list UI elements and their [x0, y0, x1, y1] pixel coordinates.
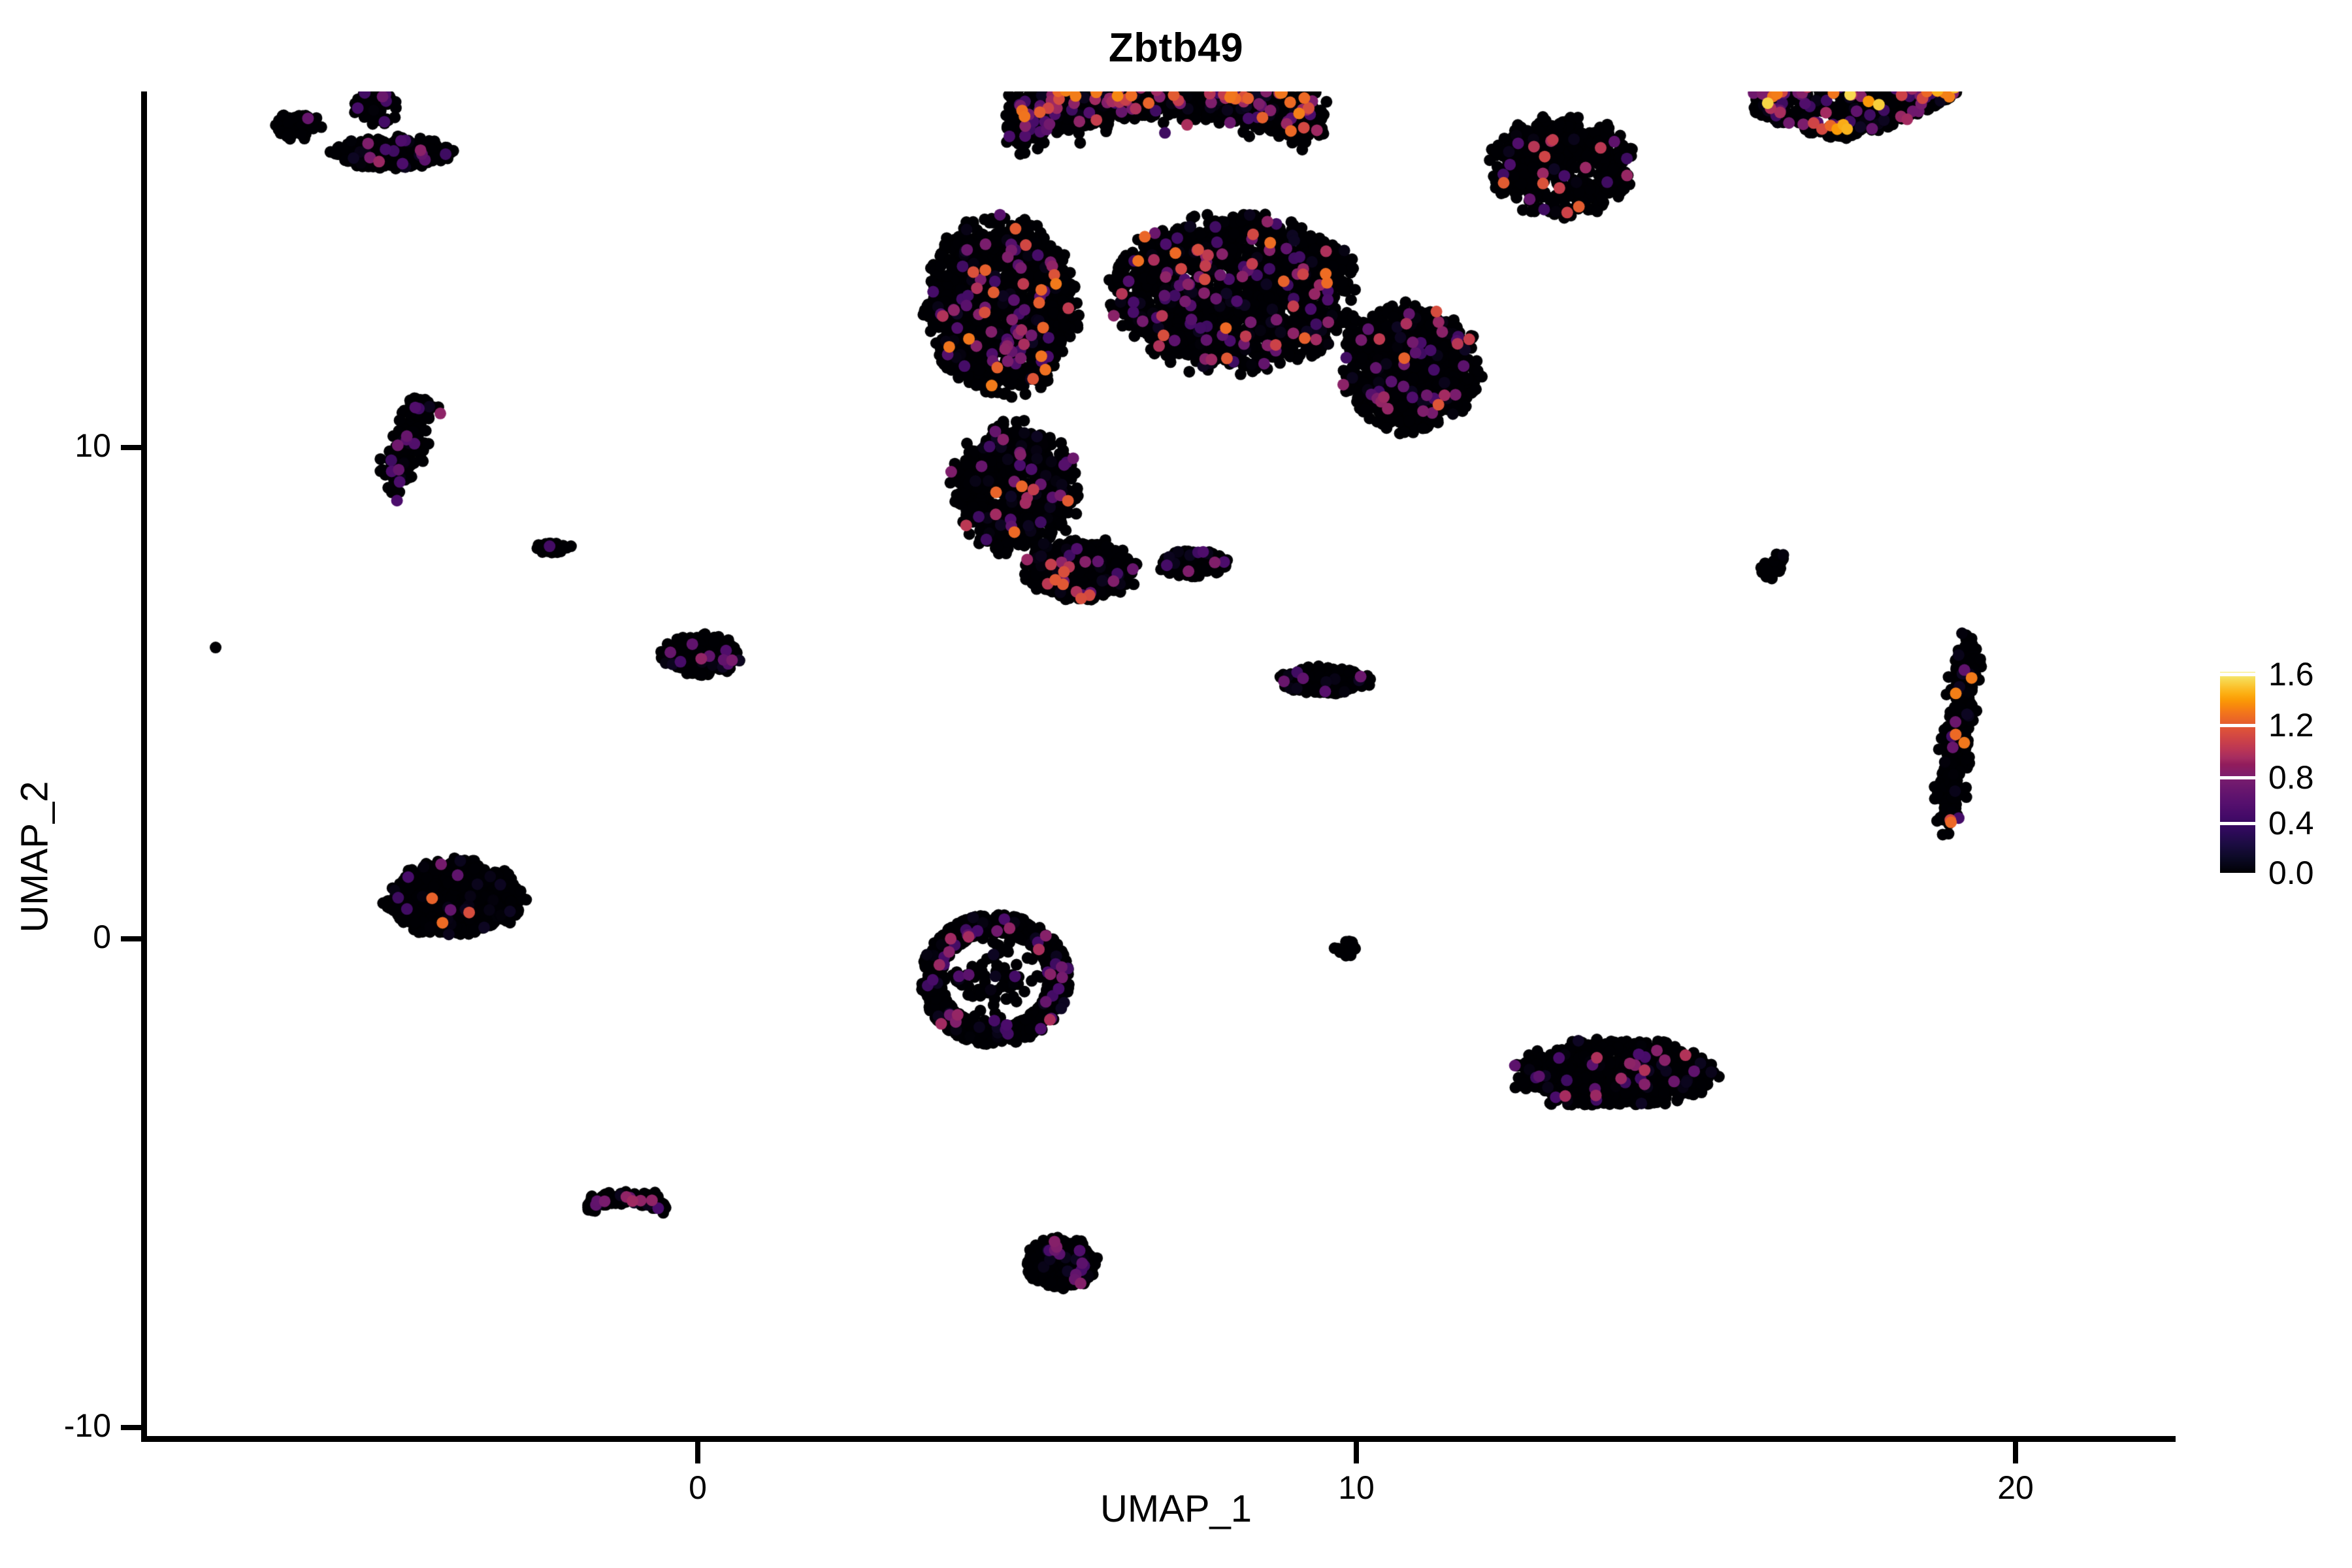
legend-colorbar [2220, 672, 2255, 873]
legend-tick-3 [2220, 776, 2255, 779]
legend-label-0p4: 0.4 [2268, 805, 2314, 841]
legend-label-1p2: 1.2 [2268, 707, 2314, 743]
legend-tick-4 [2220, 822, 2255, 825]
y-tick-label-neg10: -10 [63, 1407, 111, 1444]
y-axis-title: UMAP_2 [13, 781, 56, 933]
y-axis-line [141, 91, 147, 1441]
legend-tick-2 [2220, 724, 2255, 727]
x-tick-label-20: 20 [1997, 1469, 2034, 1506]
x-axis-title: UMAP_1 [1100, 1488, 1252, 1530]
page-title: Zbtb49 [1108, 25, 1244, 71]
x-tick-label-10: 10 [1338, 1469, 1375, 1506]
legend-label-0p8: 0.8 [2268, 759, 2314, 796]
legend-label-0p0: 0.0 [2268, 855, 2314, 891]
y-tick-label-10: 10 [74, 427, 111, 464]
y-tick-mark-10 [121, 445, 143, 450]
plot-panel [144, 91, 2176, 1439]
x-tick-mark-0 [695, 1441, 700, 1463]
x-tick-label-0: 0 [689, 1469, 707, 1506]
y-tick-label-0: 0 [93, 919, 111, 955]
x-tick-mark-20 [2013, 1441, 2018, 1463]
y-tick-mark-0 [121, 936, 143, 941]
y-tick-mark-neg10 [121, 1425, 143, 1430]
legend-tick-1 [2220, 673, 2255, 676]
x-axis-line [141, 1436, 2176, 1442]
color-legend: 1.6 1.2 0.8 0.4 0.0 [2220, 656, 2351, 891]
scatter-plot-canvas [144, 91, 2176, 1439]
x-tick-mark-10 [1354, 1441, 1359, 1463]
legend-label-1p6: 1.6 [2268, 656, 2314, 693]
